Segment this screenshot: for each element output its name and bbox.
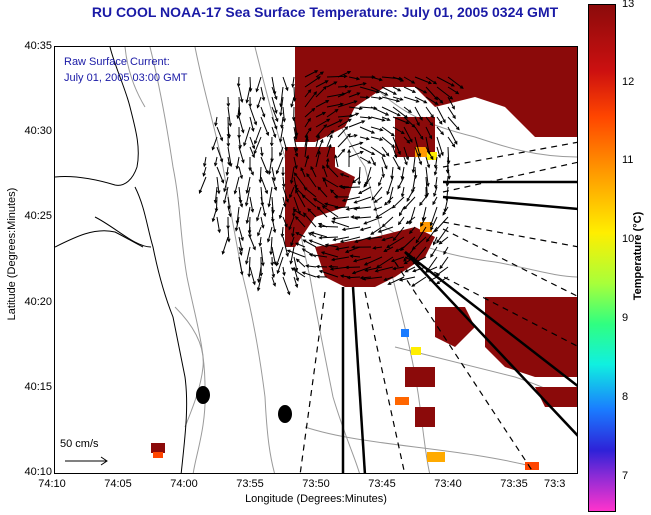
colorbar-title: Temperature (°C) [632, 211, 644, 301]
legend-line-2: July 01, 2005 03:00 GMT [64, 72, 188, 84]
map-title: RU COOL NOAA-17 Sea Surface Temperature:… [91, 4, 559, 20]
coastline [55, 47, 188, 473]
x-tick: 73:35 [500, 478, 528, 490]
x-tick: 74:10 [38, 478, 66, 490]
x-tick: 74:00 [170, 478, 198, 490]
y-tick: 40:15 [24, 381, 52, 393]
x-tick: 73:45 [368, 478, 396, 490]
x-tick: 73:55 [236, 478, 264, 490]
colorbar-tick: 11 [622, 154, 634, 166]
colorbar-tick: 10 [622, 233, 635, 245]
x-tick: 74:05 [104, 478, 132, 490]
legend-line-1: Raw Surface Current: [64, 56, 170, 68]
y-tick: 40:30 [24, 125, 52, 137]
colorbar-tick: 13 [622, 0, 635, 10]
x-axis-title: Longitude (Degrees:Minutes) [245, 493, 387, 505]
surface-current-vectors [198, 70, 464, 296]
colorbar-tick: 7 [622, 470, 629, 482]
colorbar-tick: 8 [622, 391, 629, 403]
radar-beams-dashed [299, 141, 577, 473]
y-tick: 40:35 [24, 40, 52, 52]
y-tick: 40:20 [24, 296, 52, 308]
colorbar-tick: 9 [622, 312, 629, 324]
y-axis-title: Latitude (Degrees:Minutes) [6, 187, 18, 321]
sst-warm-patches [151, 47, 577, 453]
x-tick: 73:50 [302, 478, 330, 490]
radar-sites [196, 386, 292, 423]
sst-map-svg [55, 47, 577, 473]
radar-beams-solid [341, 180, 577, 473]
y-tick: 40:10 [24, 466, 52, 478]
scale-label: 50 cm/s [60, 438, 99, 450]
x-tick: 73:40 [434, 478, 462, 490]
map-plot-area [54, 46, 578, 474]
x-tick: 73:3 [544, 478, 566, 490]
y-tick: 40:25 [24, 210, 52, 222]
colorbar-tick: 12 [622, 76, 635, 88]
temperature-colorbar [588, 4, 616, 512]
scale-arrow [65, 456, 108, 466]
